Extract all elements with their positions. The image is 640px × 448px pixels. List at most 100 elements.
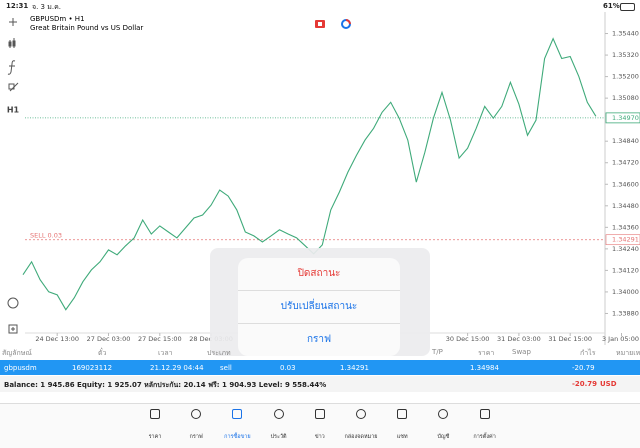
y-tick-label: 1.34840	[612, 137, 639, 145]
cell: 0.03	[280, 364, 296, 372]
y-tick-label: 1.34600	[612, 180, 639, 188]
tab-icon-shape	[479, 409, 490, 419]
current-price-box	[605, 112, 640, 124]
cell: 21.12.29 04:44	[150, 364, 204, 372]
tab-icon-shape	[356, 409, 366, 419]
tab-label: แชท	[396, 434, 408, 440]
crosshair-icon[interactable]	[9, 18, 17, 26]
tab[interactable]: ประวัติ	[257, 408, 301, 442]
y-tick-label: 1.34480	[612, 202, 639, 210]
total-profit: -20.79	[572, 380, 598, 388]
tab[interactable]: การซื้อขาย	[215, 408, 259, 442]
tab-label: กราฟ	[189, 434, 203, 440]
currency: USD	[600, 380, 617, 388]
positions-table: Balance: 1 945.86 Equity: 1 925.07 หลักป…	[0, 345, 640, 393]
x-tick-label: 27 Dec 03:00	[87, 335, 131, 343]
column-header: T/P	[432, 348, 443, 356]
trade-icon[interactable]	[7, 297, 19, 309]
currency-icon-detail	[345, 19, 351, 25]
y-tick-label: 1.34120	[612, 266, 639, 274]
battery-icon	[620, 3, 635, 11]
tab-label: การตั้งค่า	[473, 434, 496, 440]
tab-icon	[479, 409, 490, 419]
tab[interactable]: ข่าว	[298, 408, 342, 442]
order-label: SELL 0.03	[30, 232, 62, 240]
chart-title: GBPUSDm • H1	[30, 15, 85, 23]
y-tick-label: 1.34240	[612, 245, 639, 253]
column-header: ราคา	[478, 349, 495, 357]
tab[interactable]: การตั้งค่า	[463, 408, 507, 442]
tab-icon-shape	[191, 409, 202, 419]
open-chart[interactable]: กราฟ	[306, 334, 332, 345]
y-tick-label: 1.34720	[612, 159, 639, 167]
tab[interactable]: แชท	[380, 408, 424, 442]
modify-position[interactable]: ปรับเปลี่ยนสถานะ	[238, 291, 400, 324]
tab-icon	[232, 409, 243, 419]
cell: 1.34984	[470, 364, 499, 372]
tab-label: การซื้อขาย	[224, 434, 251, 440]
action-popup: ปิดสถานะ ปรับเปลี่ยนสถานะ กราฟ	[238, 258, 400, 356]
tab[interactable]: บัญชี	[421, 408, 465, 442]
y-tick-label: 1.35200	[612, 73, 639, 81]
tab-icon-shape	[397, 409, 408, 419]
column-header: หมายเหตุ	[616, 349, 640, 357]
x-tick-label: 24 Dec 13:00	[35, 335, 79, 343]
tab-icon	[397, 409, 408, 419]
x-tick-label: 27 Dec 15:00	[138, 335, 182, 343]
cell: gbpusdm	[4, 364, 37, 372]
objects-icon[interactable]	[8, 82, 19, 92]
cell: -20.79	[572, 364, 595, 372]
x-tick-label: 3 Jan 05:00	[602, 335, 639, 343]
tab-icon-shape	[232, 409, 243, 419]
summary-row: Balance: 1 945.86 Equity: 1 925.07 หลักป…	[0, 376, 640, 392]
tab-bar: ราคา กราฟ การซื้อขาย ประวัติ ข่าว กล่องจดหมาย…	[0, 403, 640, 448]
cell: sell	[220, 364, 232, 372]
tab-icon	[191, 409, 202, 419]
status-time: 12:31	[6, 2, 29, 10]
new-order-icon[interactable]	[8, 324, 18, 334]
tab-label: บัญชี	[437, 434, 450, 440]
column-header: สัญลักษณ์	[2, 349, 32, 357]
indicators-icon[interactable]	[7, 60, 16, 75]
tab-label: ราคา	[148, 434, 162, 440]
x-tick-label: 31 Dec 03:00	[497, 335, 541, 343]
tab-icon	[273, 409, 284, 419]
status-date: จ. 3 ม.ค.	[32, 3, 61, 11]
order-price-label: 1.34291	[612, 236, 639, 244]
column-header: เวลา	[158, 349, 173, 357]
x-tick-label: 31 Dec 15:00	[548, 335, 592, 343]
tab-icon-shape	[273, 409, 284, 419]
tab[interactable]: กล่องจดหมาย	[339, 408, 383, 442]
column-header: ตั๋ว	[98, 349, 107, 357]
account-summary: Balance: 1 945.86 Equity: 1 925.07 หลักป…	[4, 381, 327, 389]
tab-icon	[438, 409, 449, 419]
candles-icon[interactable]	[8, 38, 16, 48]
tab[interactable]: กราฟ	[174, 408, 218, 442]
tab-icon-shape	[314, 409, 325, 419]
cell: 169023112	[72, 364, 113, 372]
tab-icon	[356, 409, 366, 419]
timeframe-label[interactable]: H1	[7, 106, 20, 115]
tab-icon	[150, 409, 160, 419]
position-row[interactable]	[0, 360, 640, 375]
cell: 1.34291	[340, 364, 369, 372]
tab-label: ประวัติ	[270, 434, 287, 440]
left-toolbar	[7, 18, 19, 334]
column-header: ประเภท	[207, 349, 231, 357]
x-tick-label: 30 Dec 15:00	[446, 335, 490, 343]
current-price-label: 1.34970	[612, 114, 639, 122]
tab-label: ข่าว	[314, 434, 325, 440]
y-tick-label: 1.33880	[612, 309, 639, 317]
flag-icon-detail	[318, 22, 322, 26]
column-header: Swap	[512, 348, 531, 356]
status-bar: 12:31 จ. 3 ม.ค. 61%	[0, 0, 640, 12]
y-tick-label: 1.35440	[612, 30, 639, 38]
y-tick-label: 1.34000	[612, 288, 639, 296]
column-header: กำไร	[580, 349, 596, 357]
order-price-box	[605, 234, 640, 246]
tab-icon-shape	[438, 409, 449, 419]
close-position[interactable]: ปิดสถานะ	[238, 258, 400, 291]
tab[interactable]: ราคา	[133, 408, 177, 442]
tab-icon	[314, 409, 325, 419]
